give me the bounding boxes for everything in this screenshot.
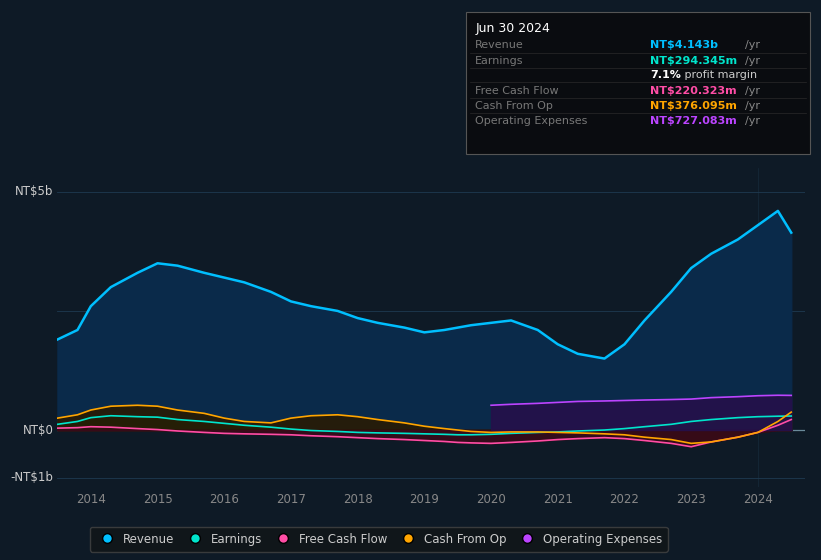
Text: NT$0: NT$0: [23, 423, 53, 437]
Text: NT$294.345m: NT$294.345m: [650, 56, 737, 66]
Text: NT$4.143b: NT$4.143b: [650, 40, 718, 50]
Text: 7.1%: 7.1%: [650, 70, 681, 80]
Text: /yr: /yr: [745, 86, 759, 96]
Text: Cash From Op: Cash From Op: [475, 101, 553, 111]
Text: -NT$1b: -NT$1b: [11, 471, 53, 484]
Text: /yr: /yr: [745, 101, 759, 111]
Text: NT$376.095m: NT$376.095m: [650, 101, 737, 111]
Text: Earnings: Earnings: [475, 56, 524, 66]
Text: Operating Expenses: Operating Expenses: [475, 116, 588, 126]
Text: Revenue: Revenue: [475, 40, 524, 50]
Legend: Revenue, Earnings, Free Cash Flow, Cash From Op, Operating Expenses: Revenue, Earnings, Free Cash Flow, Cash …: [89, 527, 667, 552]
Text: /yr: /yr: [745, 116, 759, 126]
Text: profit margin: profit margin: [681, 70, 758, 80]
Text: NT$220.323m: NT$220.323m: [650, 86, 737, 96]
Text: Jun 30 2024: Jun 30 2024: [475, 22, 550, 35]
Text: Free Cash Flow: Free Cash Flow: [475, 86, 559, 96]
Text: /yr: /yr: [745, 40, 759, 50]
Text: NT$5b: NT$5b: [16, 185, 53, 198]
Text: /yr: /yr: [745, 56, 759, 66]
Text: NT$727.083m: NT$727.083m: [650, 116, 737, 126]
